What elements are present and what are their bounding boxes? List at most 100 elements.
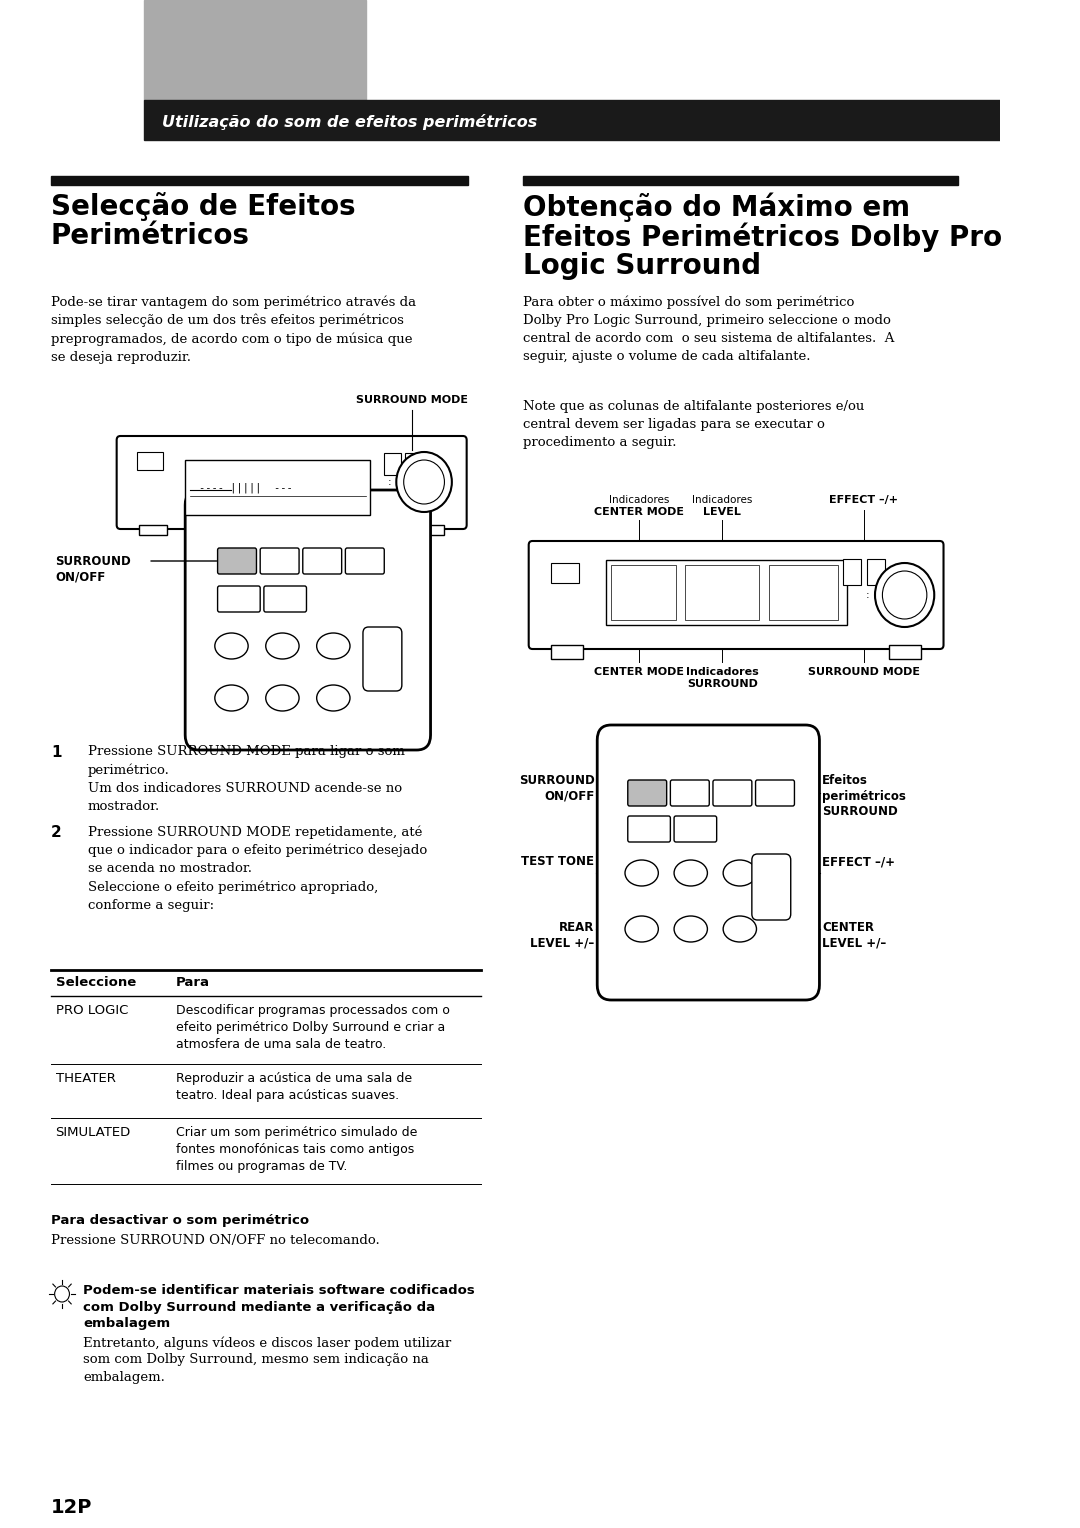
- Text: Indicadores: Indicadores: [692, 495, 753, 504]
- Text: 12P: 12P: [51, 1497, 92, 1517]
- Text: Pode-se tirar vantagem do som perimétrico através da
simples selecção de um dos : Pode-se tirar vantagem do som perimétric…: [51, 295, 416, 364]
- FancyBboxPatch shape: [752, 854, 791, 920]
- Bar: [405, 452, 421, 475]
- Text: Pressione SURROUND MODE repetidamente, até
que o indicador para o efeito perimét: Pressione SURROUND MODE repetidamente, a…: [87, 825, 428, 912]
- FancyBboxPatch shape: [217, 549, 256, 575]
- Bar: [551, 562, 579, 584]
- FancyBboxPatch shape: [363, 626, 402, 691]
- Text: THEATER: THEATER: [55, 1073, 116, 1085]
- Text: REAR
LEVEL +/–: REAR LEVEL +/–: [530, 921, 594, 949]
- Text: ---- |||||  ---: ---- ||||| ---: [199, 483, 293, 494]
- Text: PRO LOGIC: PRO LOGIC: [55, 1004, 127, 1018]
- Ellipse shape: [674, 915, 707, 941]
- Ellipse shape: [674, 860, 707, 886]
- Text: CENTER MODE: CENTER MODE: [594, 668, 684, 677]
- Text: SURROUND MODE: SURROUND MODE: [808, 668, 920, 677]
- Circle shape: [404, 460, 445, 504]
- Text: CENTER MODE: CENTER MODE: [594, 507, 684, 516]
- Circle shape: [55, 1287, 69, 1302]
- FancyBboxPatch shape: [674, 816, 717, 842]
- FancyBboxPatch shape: [627, 779, 666, 805]
- FancyBboxPatch shape: [671, 779, 710, 805]
- Bar: [51, 176, 468, 185]
- FancyBboxPatch shape: [756, 779, 795, 805]
- Bar: [551, 645, 583, 659]
- Bar: [185, 460, 370, 515]
- Text: EFFECT –/+: EFFECT –/+: [829, 495, 899, 504]
- FancyBboxPatch shape: [597, 724, 820, 999]
- Ellipse shape: [316, 685, 350, 711]
- Text: Logic Surround: Logic Surround: [523, 252, 761, 280]
- Bar: [384, 452, 401, 475]
- FancyBboxPatch shape: [217, 587, 260, 613]
- Bar: [139, 526, 166, 535]
- Ellipse shape: [625, 860, 659, 886]
- Circle shape: [875, 562, 934, 626]
- Text: SURROUND
ON/OFF: SURROUND ON/OFF: [518, 775, 594, 802]
- Bar: [523, 176, 958, 185]
- FancyBboxPatch shape: [302, 549, 341, 575]
- Text: LEVEL: LEVEL: [703, 507, 741, 516]
- Circle shape: [396, 452, 451, 512]
- FancyBboxPatch shape: [185, 490, 431, 750]
- Text: Para obter o máximo possível do som perimétrico
Dolby Pro Logic Surround, primei: Para obter o máximo possível do som peri…: [523, 295, 894, 362]
- Text: Reproduzir a acústica de uma sala de
teatro. Ideal para acústicas suaves.: Reproduzir a acústica de uma sala de tea…: [176, 1073, 413, 1102]
- Text: :: :: [866, 590, 869, 601]
- Bar: [889, 645, 921, 659]
- Text: Descodificar programas processados com o
efeito perimétrico Dolby Surround e cri: Descodificar programas processados com o…: [176, 1004, 449, 1051]
- Bar: [607, 559, 847, 625]
- Text: 2: 2: [51, 825, 62, 840]
- Bar: [842, 559, 861, 585]
- FancyBboxPatch shape: [529, 541, 944, 649]
- Text: Criar um som perimétrico simulado de
fontes monofónicas tais como antigos
filmes: Criar um som perimétrico simulado de fon…: [176, 1126, 417, 1174]
- Text: TEST TONE: TEST TONE: [522, 856, 594, 868]
- Ellipse shape: [266, 685, 299, 711]
- Text: Indicadores
SURROUND: Indicadores SURROUND: [686, 668, 758, 689]
- Text: |||||: |||||: [707, 590, 737, 601]
- Text: SURROUND
ON/OFF: SURROUND ON/OFF: [55, 555, 132, 584]
- Bar: [769, 565, 838, 620]
- FancyBboxPatch shape: [264, 587, 307, 613]
- Text: Pressione SURROUND ON/OFF no telecomando.: Pressione SURROUND ON/OFF no telecomando…: [51, 1235, 380, 1247]
- Text: CENTER
LEVEL +/–: CENTER LEVEL +/–: [822, 921, 887, 949]
- Text: SURROUND MODE: SURROUND MODE: [356, 396, 468, 405]
- Bar: [866, 559, 886, 585]
- Text: Para desactivar o som perimétrico: Para desactivar o som perimétrico: [51, 1215, 309, 1227]
- Ellipse shape: [724, 860, 756, 886]
- Text: Para: Para: [176, 976, 210, 989]
- Bar: [611, 565, 676, 620]
- Text: Podem-se identificar materiais software codificados
com Dolby Surround mediante : Podem-se identificar materiais software …: [83, 1284, 475, 1329]
- Ellipse shape: [316, 633, 350, 659]
- Bar: [417, 526, 445, 535]
- Bar: [144, 0, 366, 99]
- Bar: [137, 452, 163, 471]
- Text: Seleccione: Seleccione: [55, 976, 136, 989]
- Ellipse shape: [724, 915, 756, 941]
- Text: Pressione SURROUND MODE para ligar o som
perimétrico.
Um dos indicadores SURROUN: Pressione SURROUND MODE para ligar o som…: [87, 746, 405, 813]
- Text: Utilização do som de efeitos perimétricos: Utilização do som de efeitos perimétrico…: [162, 115, 537, 130]
- Text: EFFECT –/+: EFFECT –/+: [822, 856, 895, 868]
- FancyBboxPatch shape: [117, 435, 467, 529]
- Text: Perimétricos: Perimétricos: [51, 222, 249, 251]
- Ellipse shape: [215, 633, 248, 659]
- Text: Note que as colunas de altifalante posteriores e/ou
central devem ser ligadas pa: Note que as colunas de altifalante poste…: [523, 400, 864, 449]
- Circle shape: [882, 571, 927, 619]
- FancyBboxPatch shape: [713, 779, 752, 805]
- FancyBboxPatch shape: [346, 549, 384, 575]
- Text: 1: 1: [51, 746, 62, 759]
- Text: Obtenção do Máximo em: Obtenção do Máximo em: [523, 193, 910, 222]
- Ellipse shape: [625, 915, 659, 941]
- Text: Efeitos
perimétricos
SURROUND: Efeitos perimétricos SURROUND: [822, 775, 906, 817]
- FancyBboxPatch shape: [260, 549, 299, 575]
- FancyBboxPatch shape: [627, 816, 671, 842]
- Text: :: :: [388, 477, 392, 487]
- Text: Efeitos Perimétricos Dolby Pro: Efeitos Perimétricos Dolby Pro: [523, 222, 1002, 252]
- Ellipse shape: [215, 685, 248, 711]
- Text: Selecção de Efeitos: Selecção de Efeitos: [51, 193, 355, 222]
- Text: SIMULATED: SIMULATED: [55, 1126, 131, 1138]
- Bar: [685, 565, 759, 620]
- Bar: [144, 99, 1000, 141]
- Text: Indicadores: Indicadores: [609, 495, 670, 504]
- Text: Entretanto, alguns vídeos e discos laser podem utilizar
som com Dolby Surround, : Entretanto, alguns vídeos e discos laser…: [83, 1335, 451, 1383]
- Ellipse shape: [266, 633, 299, 659]
